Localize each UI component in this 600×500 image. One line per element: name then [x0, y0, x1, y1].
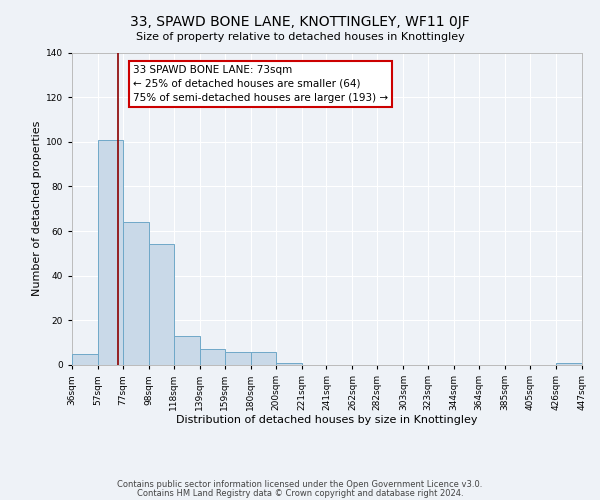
Text: Contains HM Land Registry data © Crown copyright and database right 2024.: Contains HM Land Registry data © Crown c… [137, 488, 463, 498]
Y-axis label: Number of detached properties: Number of detached properties [32, 121, 41, 296]
Text: 33 SPAWD BONE LANE: 73sqm
← 25% of detached houses are smaller (64)
75% of semi-: 33 SPAWD BONE LANE: 73sqm ← 25% of detac… [133, 65, 388, 103]
X-axis label: Distribution of detached houses by size in Knottingley: Distribution of detached houses by size … [176, 414, 478, 424]
Bar [224, 352, 251, 365]
Bar [275, 363, 302, 365]
Bar [556, 363, 582, 365]
Bar [174, 336, 200, 365]
Text: Size of property relative to detached houses in Knottingley: Size of property relative to detached ho… [136, 32, 464, 42]
Bar [123, 222, 149, 365]
Bar [72, 354, 98, 365]
Bar [251, 352, 275, 365]
Text: Contains public sector information licensed under the Open Government Licence v3: Contains public sector information licen… [118, 480, 482, 489]
Bar [149, 244, 174, 365]
Bar [98, 140, 123, 365]
Bar [200, 350, 224, 365]
Text: 33, SPAWD BONE LANE, KNOTTINGLEY, WF11 0JF: 33, SPAWD BONE LANE, KNOTTINGLEY, WF11 0… [130, 15, 470, 29]
